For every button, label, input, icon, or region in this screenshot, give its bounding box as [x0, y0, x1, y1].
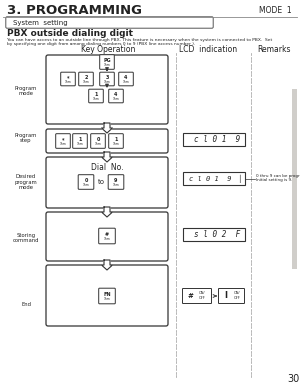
- Text: MODE  1: MODE 1: [260, 5, 292, 14]
- FancyBboxPatch shape: [91, 134, 105, 148]
- FancyBboxPatch shape: [78, 175, 94, 189]
- Text: I: I: [224, 291, 227, 300]
- FancyBboxPatch shape: [46, 157, 168, 208]
- Text: End: End: [21, 301, 31, 307]
- Text: 1hm: 1hm: [112, 96, 119, 100]
- Text: 4: 4: [124, 75, 128, 80]
- FancyBboxPatch shape: [61, 72, 75, 86]
- FancyBboxPatch shape: [46, 129, 168, 153]
- Text: #: #: [105, 232, 109, 237]
- Polygon shape: [101, 207, 112, 217]
- Text: s l 0 2  F: s l 0 2 F: [194, 230, 240, 239]
- Text: PG: PG: [103, 58, 111, 63]
- FancyBboxPatch shape: [182, 289, 212, 303]
- FancyBboxPatch shape: [218, 289, 244, 303]
- Text: ON/: ON/: [234, 291, 240, 295]
- Text: Initial setting is 9.: Initial setting is 9.: [256, 178, 292, 182]
- Text: 1hm: 1hm: [82, 79, 89, 84]
- Text: #: #: [187, 293, 193, 299]
- Text: 9: 9: [114, 178, 118, 183]
- Text: Program
mode: Program mode: [15, 86, 37, 96]
- Text: PBX outside dialing digit: PBX outside dialing digit: [7, 28, 133, 37]
- Text: 1hm: 1hm: [103, 296, 110, 300]
- Text: Remarks: Remarks: [257, 44, 291, 54]
- Text: 30: 30: [287, 374, 299, 384]
- Text: 0: 0: [96, 137, 100, 142]
- FancyBboxPatch shape: [119, 72, 133, 86]
- FancyBboxPatch shape: [56, 134, 70, 148]
- Text: 3: 3: [105, 75, 109, 80]
- FancyBboxPatch shape: [99, 228, 115, 244]
- Text: ON/: ON/: [199, 291, 205, 295]
- Text: 0 thru 9 can be programmed.: 0 thru 9 can be programmed.: [256, 174, 300, 178]
- Text: 1: 1: [94, 92, 98, 97]
- FancyBboxPatch shape: [89, 89, 103, 103]
- Text: 1: 1: [114, 137, 118, 142]
- Text: 1hm: 1hm: [94, 142, 101, 145]
- Text: Program
step: Program step: [15, 133, 37, 144]
- FancyBboxPatch shape: [109, 89, 123, 103]
- Text: 1hm: 1hm: [112, 182, 119, 186]
- Text: Storing
command: Storing command: [13, 233, 39, 244]
- Text: 1hm: 1hm: [64, 79, 71, 84]
- FancyBboxPatch shape: [46, 265, 168, 326]
- Bar: [183, 228, 245, 241]
- Text: System  setting: System setting: [13, 19, 68, 26]
- Polygon shape: [101, 260, 112, 270]
- FancyBboxPatch shape: [100, 72, 114, 86]
- Text: 0: 0: [84, 178, 88, 183]
- Text: You can have access to an outside line through PBX. This feature is necessary wh: You can have access to an outside line t…: [7, 37, 272, 42]
- FancyBboxPatch shape: [109, 134, 123, 148]
- Text: 1: 1: [78, 137, 82, 142]
- FancyBboxPatch shape: [99, 288, 115, 304]
- FancyBboxPatch shape: [6, 17, 213, 28]
- Text: 3. PROGRAMMING: 3. PROGRAMMING: [7, 4, 142, 16]
- Text: *: *: [62, 137, 64, 142]
- Text: OFF: OFF: [234, 296, 240, 300]
- Text: 1hm: 1hm: [60, 142, 66, 145]
- FancyBboxPatch shape: [100, 55, 114, 69]
- Text: 1hm: 1hm: [103, 237, 110, 240]
- Text: 1hm: 1hm: [76, 142, 83, 145]
- Text: LCD  indication: LCD indication: [179, 44, 237, 54]
- Text: 1hm: 1hm: [93, 96, 99, 100]
- Text: OFF: OFF: [199, 296, 206, 300]
- Text: to: to: [98, 179, 104, 185]
- Text: 1hm: 1hm: [123, 79, 129, 84]
- Text: *: *: [67, 75, 69, 80]
- Bar: [183, 172, 245, 185]
- Text: Desired
program
mode: Desired program mode: [15, 174, 38, 190]
- Text: Dial  No.: Dial No.: [91, 163, 123, 172]
- FancyBboxPatch shape: [46, 212, 168, 261]
- Text: c l 0 1  9  ▏: c l 0 1 9 ▏: [190, 174, 245, 183]
- Text: 1hm: 1hm: [103, 63, 110, 67]
- Text: 2: 2: [84, 75, 88, 80]
- Text: 4: 4: [114, 92, 118, 97]
- Text: FN: FN: [103, 292, 111, 297]
- Polygon shape: [101, 123, 112, 133]
- Text: 1hm: 1hm: [103, 79, 110, 84]
- Text: 1hm: 1hm: [82, 182, 89, 186]
- FancyBboxPatch shape: [79, 72, 93, 86]
- Bar: [292, 89, 297, 269]
- Bar: [183, 133, 245, 146]
- Text: Key Operation: Key Operation: [81, 44, 135, 54]
- FancyBboxPatch shape: [73, 134, 87, 148]
- Text: 1hm: 1hm: [112, 142, 119, 145]
- FancyBboxPatch shape: [108, 175, 124, 189]
- Text: by specifying one digit from among dialing numbers 0 to 9 (PBX line access numbe: by specifying one digit from among diali…: [7, 42, 195, 46]
- FancyBboxPatch shape: [46, 55, 168, 124]
- Text: c l 0 1  9: c l 0 1 9: [194, 135, 240, 144]
- Polygon shape: [101, 152, 112, 162]
